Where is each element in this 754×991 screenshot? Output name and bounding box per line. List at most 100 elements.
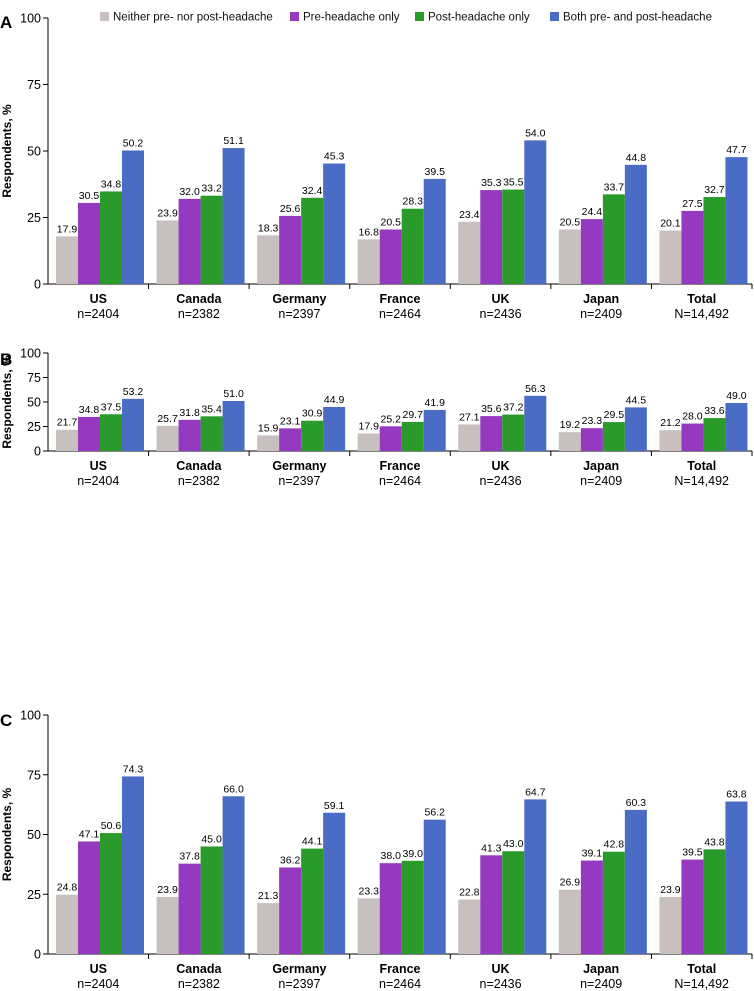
category-label: Germany [272,459,326,473]
category-n-label: n=2436 [480,474,522,488]
bar-neither [558,432,581,451]
category-label: Canada [176,459,222,473]
data-label: 45.0 [201,833,222,845]
bar-both [423,819,446,954]
data-label: 32.0 [179,186,200,198]
bar-post [200,416,223,451]
data-label: 23.9 [660,884,681,896]
data-label: 35.3 [481,177,502,189]
category-label: Japan [583,962,619,976]
panel-letter: A [0,13,12,32]
category-n-label: N=14,492 [674,307,729,321]
bar-pre [580,428,603,451]
bar-post [401,421,424,451]
bar-neither [156,896,179,954]
data-label: 50.2 [123,137,144,149]
bar-both [222,148,245,284]
bar-post [502,414,525,451]
category-n-label: n=2382 [178,977,220,991]
bar-pre [178,419,201,451]
bar-pre [480,416,503,451]
data-label: 34.8 [79,404,100,416]
data-label: 37.2 [503,402,524,414]
data-label: 20.5 [560,216,581,228]
category-label: Japan [583,292,619,306]
y-axis-label: Respondents, % [0,104,14,198]
data-label: 56.3 [525,383,546,395]
bar-both [725,801,748,954]
category-label: Canada [176,962,222,976]
bar-both [222,796,245,954]
bar-post [200,195,223,284]
bar-post [502,189,525,284]
bar-pre [279,428,302,451]
data-label: 44.1 [302,836,323,848]
y-tick-label: 25 [27,211,41,225]
y-axis-label: Respondents, % [0,788,14,882]
bar-pre [178,863,201,954]
bar-neither [156,220,179,284]
data-label: 60.3 [626,797,647,809]
category-n-label: n=2382 [178,307,220,321]
data-label: 29.5 [604,409,625,421]
bar-neither [156,425,179,451]
bar-post [602,851,625,954]
data-label: 39.1 [582,848,603,860]
category-label: US [90,292,107,306]
bar-pre [379,426,402,451]
bar-both [323,163,346,284]
data-label: 39.5 [682,847,703,859]
data-label: 15.9 [258,422,279,434]
legend-item-pre: Pre-headache only [290,12,400,24]
category-n-label: n=2464 [379,977,421,991]
data-label: 53.2 [123,386,144,398]
data-label: 28.3 [402,196,423,208]
category-n-label: n=2404 [77,474,119,488]
bar-pre [681,423,704,451]
data-label: 16.8 [358,226,379,238]
data-label: 33.7 [604,181,625,193]
category-label: Japan [583,459,619,473]
bar-both [725,157,748,284]
bar-post [100,414,122,451]
bar-pre [279,215,302,284]
bar-post [301,197,324,284]
bar-both [222,401,245,451]
data-label: 21.2 [660,417,681,429]
data-label: 44.5 [626,394,647,406]
bar-both [323,812,346,954]
data-label: 32.4 [302,185,323,197]
data-label: 20.1 [660,218,681,230]
category-n-label: n=2464 [379,474,421,488]
y-axis-label: Respondents, % [0,355,14,449]
y-tick-label: 50 [27,396,41,410]
category-label: Total [687,459,716,473]
y-tick-label: 0 [34,278,41,292]
legend-swatch-post [415,12,424,21]
bar-pre [580,860,603,954]
data-label: 18.3 [258,222,279,234]
bar-both [423,178,446,284]
bar-post [703,197,726,284]
category-label: UK [492,962,510,976]
data-label: 35.5 [503,177,524,189]
bar-neither [659,430,682,451]
data-label: 37.5 [101,401,122,413]
data-label: 19.2 [560,419,581,431]
category-n-label: n=2404 [77,977,119,991]
bar-pre [379,229,402,284]
bar-neither [458,221,481,284]
data-label: 35.6 [481,403,502,415]
category-n-label: n=2382 [178,474,220,488]
data-label: 23.3 [582,415,603,427]
data-label: 34.8 [101,178,122,190]
bar-both [122,776,144,954]
y-tick-label: 25 [27,888,41,902]
y-tick-label: 75 [27,371,41,385]
data-label: 51.0 [223,388,244,400]
bar-both [524,799,547,954]
data-label: 38.0 [380,850,401,862]
data-label: 44.9 [324,394,345,406]
category-n-label: n=2436 [480,977,522,991]
